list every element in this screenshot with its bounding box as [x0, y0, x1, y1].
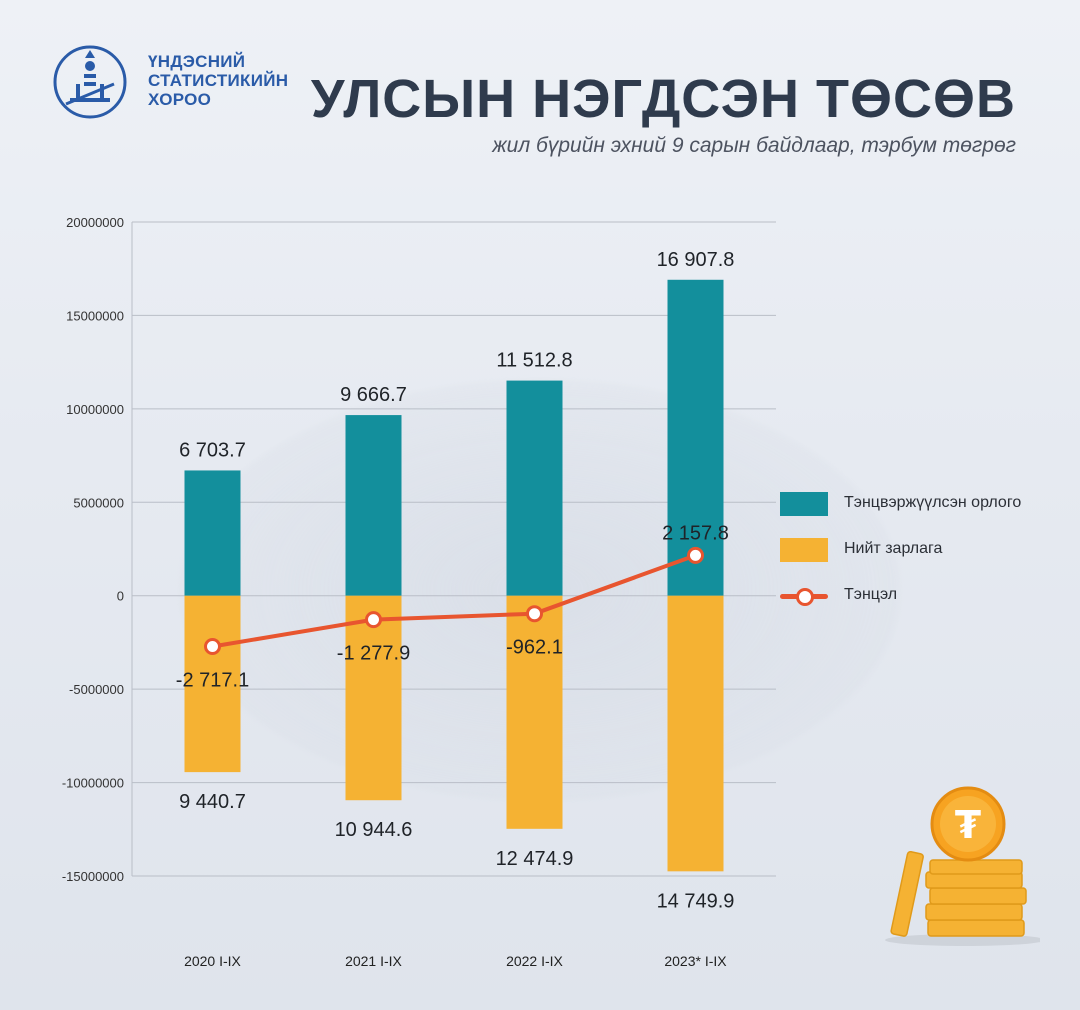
data-label-revenue: 11 512.8	[496, 350, 572, 372]
y-tick-label: -15000000	[62, 869, 124, 884]
x-tick-label: 2020 I-IX	[184, 953, 241, 969]
y-tick-label: 10000000	[66, 402, 124, 417]
org-name-line2: СТАТИСТИКИЙН	[148, 71, 289, 90]
legend-swatch-revenue	[780, 492, 828, 516]
tugrik-coin-stack-icon: ₮	[885, 786, 1040, 946]
balance-point	[204, 637, 221, 655]
data-label-expenditure: 14 749.9	[657, 890, 735, 912]
bar-revenue	[184, 470, 241, 596]
y-tick-label: -5000000	[69, 682, 124, 697]
legend-label-balance: Тэнцэл	[844, 586, 898, 603]
balance-point	[365, 611, 382, 629]
bar-expenditure	[506, 595, 563, 829]
data-label-expenditure: 12 474.9	[496, 848, 574, 870]
data-label-revenue: 16 907.8	[657, 249, 735, 271]
data-label-expenditure: 9 440.7	[179, 791, 246, 813]
bar-revenue	[667, 279, 724, 596]
y-tick-label: 20000000	[66, 215, 124, 230]
legend-marker-balance	[796, 588, 814, 606]
data-label-balance: -1 277.9	[337, 643, 410, 665]
org-name-line3: ХОРОО	[148, 90, 212, 109]
balance-line	[212, 553, 697, 649]
bar-expenditure	[345, 595, 402, 801]
data-label-revenue: 9 666.7	[340, 384, 407, 406]
bar-expenditure	[184, 595, 241, 773]
page-subtitle: жил бүрийн эхний 9 сарын байдлаар, тэрбу…	[492, 134, 1016, 157]
org-name-line1: ҮНДЭСНИЙ	[148, 52, 246, 71]
legend-label-expenditure: Нийт зарлага	[844, 540, 943, 557]
y-tick-label: 0	[117, 589, 124, 604]
organization-name: ҮНДЭСНИЙ СТАТИСТИКИЙН ХОРОО	[148, 52, 288, 109]
x-tick-label: 2022 I-IX	[506, 953, 563, 969]
data-label-expenditure: 10 944.6	[335, 819, 413, 841]
data-label-revenue: 6 703.7	[179, 439, 246, 461]
svg-text:₮: ₮	[955, 803, 981, 847]
x-tick-label: 2021 I-IX	[345, 953, 402, 969]
legend-label-revenue: Тэнцвэржүүлсэн орлого	[844, 494, 1022, 511]
bar-expenditure	[667, 595, 724, 872]
y-tick-label: 5000000	[73, 495, 124, 510]
x-tick-label: 2023* I-IX	[664, 953, 727, 969]
y-tick-label: 15000000	[66, 308, 124, 323]
balance-point	[526, 605, 543, 623]
balance-point	[687, 546, 704, 564]
data-label-balance: -962.1	[506, 637, 563, 659]
soyombo-emblem-icon	[53, 45, 127, 119]
data-label-balance: 2 157.8	[662, 522, 729, 544]
page-title: УЛСЫН НЭГДСЭН ТӨСӨВ	[310, 69, 1016, 129]
y-tick-label: -10000000	[62, 776, 124, 791]
data-label-balance: -2 717.1	[176, 669, 249, 691]
bar-revenue	[506, 380, 563, 596]
bar-revenue	[345, 415, 402, 596]
legend-swatch-expenditure	[780, 538, 828, 562]
